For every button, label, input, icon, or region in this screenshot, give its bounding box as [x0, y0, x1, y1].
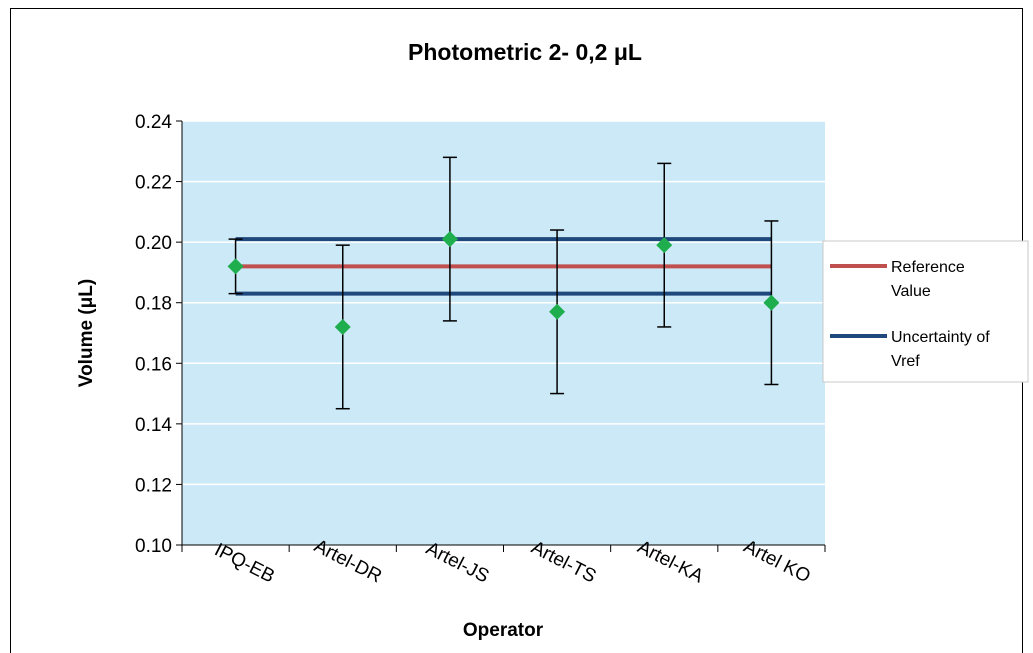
data-point-marker — [656, 237, 673, 254]
y-axis-title: Volume (μL) — [76, 279, 97, 387]
y-tick-label: 0.14 — [135, 415, 172, 436]
y-tick-label: 0.16 — [135, 354, 172, 375]
gridlines — [182, 120, 825, 486]
chart-title: Photometric 2- 0,2 μL — [408, 39, 642, 65]
x-axis-title: Operator — [463, 620, 544, 641]
legend-label-reference-value-line2: Value — [891, 283, 931, 300]
data-points — [227, 231, 780, 335]
y-tick-label: 0.18 — [135, 294, 172, 315]
legend-label-uncertainty-line2: Vref — [891, 353, 920, 370]
y-tick-label: 0.12 — [135, 475, 172, 496]
y-tick-label: 0.20 — [135, 233, 172, 254]
data-point-marker — [441, 231, 458, 248]
series-lines — [235, 237, 772, 296]
y-tick-label: 0.22 — [135, 173, 172, 194]
legend: Reference Value Uncertainty of Vref — [822, 240, 1029, 383]
data-point-marker — [334, 318, 351, 335]
data-point-marker — [227, 258, 244, 275]
data-point-marker — [549, 303, 566, 320]
legend-label-reference-value-line1: Reference — [891, 259, 965, 276]
y-tick-labels: 0.10 0.12 0.14 0.16 0.18 0.20 0.22 0.24 — [135, 112, 182, 557]
x-tick-label: IPQ-EB — [211, 540, 278, 588]
y-tick-label: 0.10 — [135, 536, 172, 557]
y-tick-label: 0.24 — [135, 112, 172, 133]
legend-label-uncertainty-line1: Uncertainty of — [891, 329, 990, 346]
plot-area — [182, 121, 825, 545]
data-point-marker — [763, 294, 780, 311]
